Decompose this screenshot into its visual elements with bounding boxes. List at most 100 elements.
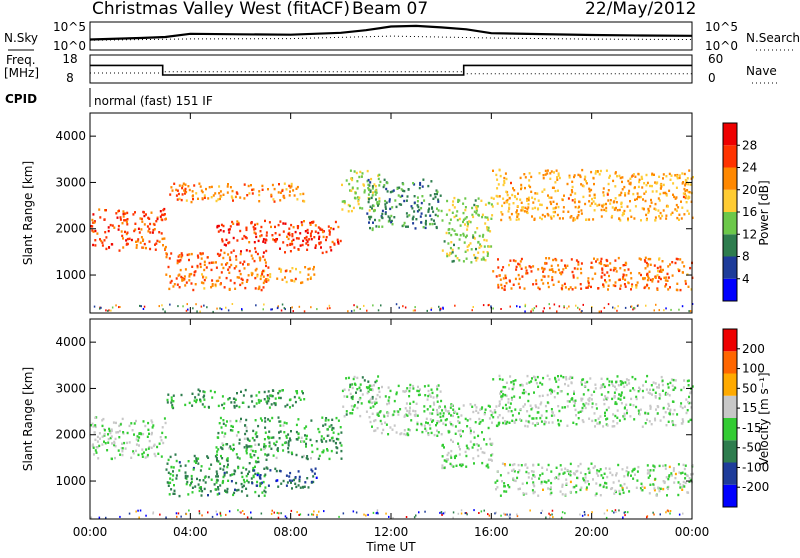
velocity-cell — [668, 465, 671, 469]
velocity-speckle — [198, 510, 201, 513]
power-cell — [420, 201, 423, 205]
power-cell — [558, 176, 561, 180]
velocity-cell — [686, 409, 689, 412]
velocity-cell — [541, 394, 544, 397]
power-cell — [475, 205, 478, 209]
velocity-cell — [441, 455, 444, 458]
power-cell — [626, 205, 629, 208]
velocity-cell — [508, 387, 511, 390]
velocity-cell — [158, 442, 161, 445]
power-cell — [331, 240, 334, 244]
velocity-cell — [449, 454, 452, 457]
power-cell — [108, 246, 111, 249]
velocity-cell — [611, 397, 614, 401]
power-cell — [126, 211, 129, 215]
power-cell — [254, 223, 256, 226]
power-cell — [165, 252, 168, 255]
velocity-cell — [175, 474, 178, 477]
power-cell — [190, 272, 193, 276]
velocity-cell — [674, 379, 677, 382]
velocity-cell — [198, 486, 201, 489]
power-cell — [273, 200, 276, 203]
power-cell — [519, 260, 522, 263]
power-cell — [377, 177, 380, 181]
power-cell — [305, 242, 308, 245]
velocity-cell — [611, 473, 614, 477]
power-cell — [529, 185, 532, 189]
velocity-cell — [458, 453, 461, 456]
velocity-cell — [382, 428, 385, 432]
power-cell — [243, 197, 246, 200]
power-cell — [236, 276, 239, 279]
power-cell — [319, 241, 322, 244]
velocity-cell — [592, 478, 594, 481]
power-cell — [543, 188, 546, 191]
power-cell — [244, 286, 247, 290]
power-cell — [683, 172, 686, 176]
velocity-cell — [101, 443, 104, 446]
power-cell — [651, 280, 654, 283]
power-cell — [647, 263, 650, 266]
power-cell — [245, 236, 248, 240]
power-cell — [649, 278, 652, 282]
velocity-cell — [268, 441, 271, 444]
power-cell — [405, 225, 407, 228]
velocity-cell — [264, 473, 267, 476]
velocity-cell — [555, 476, 558, 479]
velocity-cell — [236, 392, 238, 395]
power-cell — [243, 260, 246, 263]
velocity-cell — [359, 383, 362, 386]
velocity-cell — [210, 463, 213, 466]
power-cell — [291, 240, 293, 243]
power-cell — [374, 185, 377, 188]
velocity-cell — [201, 490, 204, 493]
velocity-cell — [548, 389, 551, 392]
velocity-cell — [569, 462, 572, 466]
velocity-cell — [147, 447, 150, 450]
power-cell — [664, 285, 667, 288]
velocity-cell — [297, 436, 300, 439]
velocity-cell — [139, 432, 142, 435]
power-cell — [541, 266, 544, 270]
velocity-cell — [382, 413, 385, 417]
power-cell — [217, 279, 220, 282]
power-cell — [216, 252, 219, 256]
velocity-speckle — [165, 516, 167, 519]
velocity-speckle — [316, 516, 318, 519]
velocity-cell — [551, 421, 554, 424]
power-cell — [621, 188, 624, 191]
power-cell — [645, 218, 648, 222]
power-speckle — [556, 310, 558, 313]
power-cell — [451, 203, 454, 207]
power-cell — [369, 226, 371, 230]
power-cell — [577, 263, 580, 266]
power-cell — [183, 189, 186, 192]
power-cell — [169, 193, 172, 196]
power-cell — [608, 176, 611, 179]
power-cell — [117, 224, 120, 228]
power-cell — [614, 281, 617, 284]
velocity-cell — [245, 487, 248, 490]
power-cell — [359, 206, 362, 210]
power-cell — [531, 196, 534, 199]
velocity-cell — [337, 438, 340, 441]
velocity-speckle — [503, 512, 505, 515]
velocity-cell — [375, 401, 378, 404]
power-cell — [475, 207, 478, 210]
power-speckle — [558, 305, 561, 308]
power-speckle — [359, 308, 361, 310]
velocity-cell — [685, 398, 688, 401]
velocity-cell — [535, 417, 538, 420]
power-cell — [175, 277, 178, 280]
velocity-cell — [375, 379, 378, 383]
power-cell — [491, 205, 494, 208]
velocity-speckle — [241, 510, 244, 512]
velocity-cell — [257, 424, 260, 428]
velocity-cell — [314, 467, 317, 470]
power-cell — [200, 189, 203, 192]
velocity-cell — [481, 419, 484, 422]
velocity-cell — [541, 466, 544, 469]
power-cell — [649, 263, 652, 266]
velocity-cell — [237, 488, 240, 492]
velocity-cell — [265, 400, 268, 403]
